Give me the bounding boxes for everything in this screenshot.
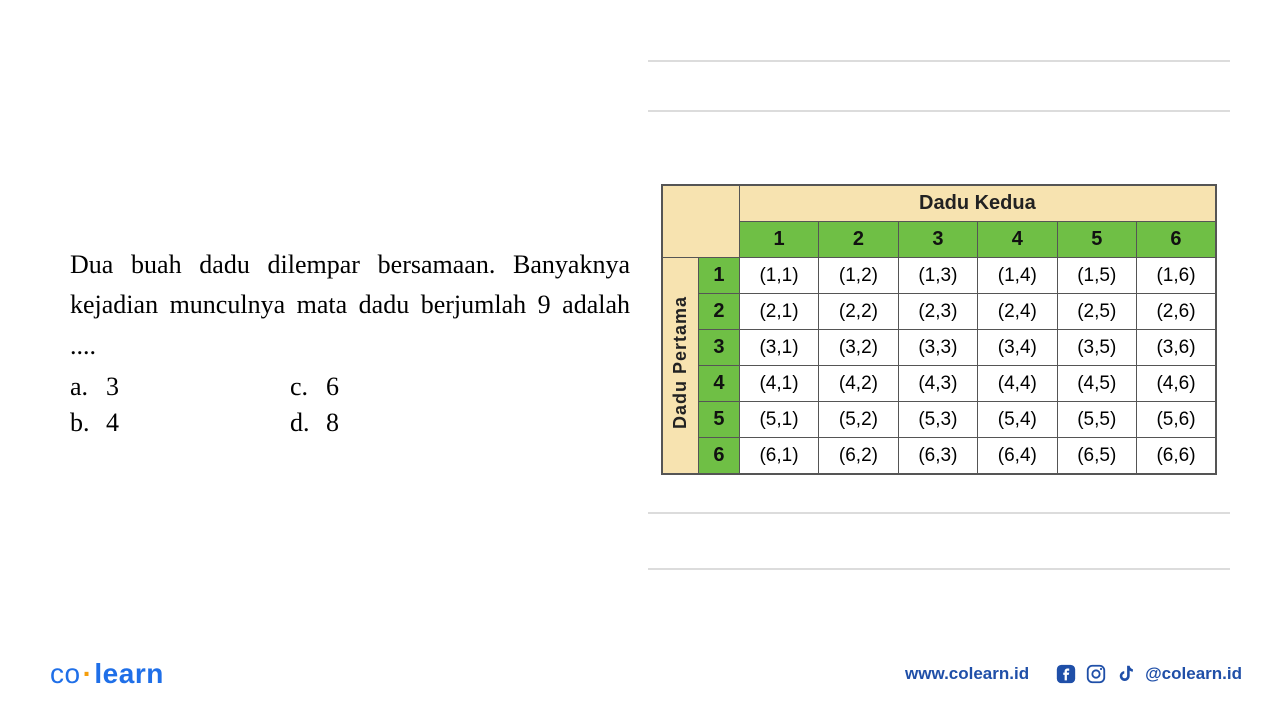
table-row: Dadu Pertama 1 (1,1) (1,2) (1,3) (1,4) (… xyxy=(662,258,1216,294)
col-header: 3 xyxy=(898,222,977,258)
table-cell: (5,5) xyxy=(1057,402,1136,438)
lower-rules xyxy=(648,512,1230,624)
row-header: 2 xyxy=(699,294,740,330)
table-title-left: Dadu Pertama xyxy=(662,258,699,475)
table-cell: (5,4) xyxy=(978,402,1057,438)
table-cell: (4,2) xyxy=(819,366,898,402)
table-cell: (3,4) xyxy=(978,330,1057,366)
table-cell: (3,3) xyxy=(898,330,977,366)
option-d[interactable]: d. 8 xyxy=(290,408,510,438)
option-value: 4 xyxy=(106,408,119,438)
table-cell: (1,5) xyxy=(1057,258,1136,294)
option-value: 6 xyxy=(326,372,339,402)
table-cell: (2,2) xyxy=(819,294,898,330)
logo-left: co xyxy=(50,658,81,689)
table-cell: (6,6) xyxy=(1136,438,1216,475)
row-header: 1 xyxy=(699,258,740,294)
dice-table: Dadu Kedua 1 2 3 4 5 6 Dadu Pertama 1 (1… xyxy=(661,184,1217,475)
table-cell: (3,1) xyxy=(739,330,818,366)
table-cell: (3,5) xyxy=(1057,330,1136,366)
logo-right: learn xyxy=(94,658,163,689)
table-cell: (4,1) xyxy=(739,366,818,402)
question-text: Dua buah dadu dilempar bersamaan. Banyak… xyxy=(70,245,630,366)
table-cell: (4,4) xyxy=(978,366,1057,402)
col-header: 4 xyxy=(978,222,1057,258)
row-header: 6 xyxy=(699,438,740,475)
social-links: @colearn.id xyxy=(1055,663,1242,685)
option-value: 8 xyxy=(326,408,339,438)
answer-options: a. 3 c. 6 b. 4 d. 8 xyxy=(70,372,630,438)
facebook-icon[interactable] xyxy=(1055,663,1077,685)
table-cell: (2,4) xyxy=(978,294,1057,330)
table-cell: (6,1) xyxy=(739,438,818,475)
instagram-icon[interactable] xyxy=(1085,663,1107,685)
table-row: 5 (5,1) (5,2) (5,3) (5,4) (5,5) (5,6) xyxy=(662,402,1216,438)
brand-logo: co·learn xyxy=(50,658,164,690)
option-b[interactable]: b. 4 xyxy=(70,408,290,438)
col-header: 5 xyxy=(1057,222,1136,258)
table-row: 3 (3,1) (3,2) (3,3) (3,4) (3,5) (3,6) xyxy=(662,330,1216,366)
table-cell: (4,6) xyxy=(1136,366,1216,402)
table-cell: (5,6) xyxy=(1136,402,1216,438)
footer: co·learn www.colearn.id @colearn.id xyxy=(50,658,1242,690)
table-cell: (5,3) xyxy=(898,402,977,438)
table-cell: (2,3) xyxy=(898,294,977,330)
option-value: 3 xyxy=(106,372,119,402)
row-header: 5 xyxy=(699,402,740,438)
col-header: 6 xyxy=(1136,222,1216,258)
tiktok-icon[interactable] xyxy=(1115,663,1137,685)
table-cell: (6,3) xyxy=(898,438,977,475)
table-cell: (3,2) xyxy=(819,330,898,366)
table-cell: (2,1) xyxy=(739,294,818,330)
table-cell: (6,4) xyxy=(978,438,1057,475)
table-cell: (3,6) xyxy=(1136,330,1216,366)
logo-dot-icon: · xyxy=(81,658,95,689)
option-letter: b. xyxy=(70,408,92,438)
table-title-top: Dadu Kedua xyxy=(739,185,1216,222)
table-cell: (1,1) xyxy=(739,258,818,294)
rule-line xyxy=(648,110,1230,112)
page: Dua buah dadu dilempar bersamaan. Banyak… xyxy=(0,0,1280,720)
table-cell: (4,3) xyxy=(898,366,977,402)
row-header: 4 xyxy=(699,366,740,402)
table-cell: (6,2) xyxy=(819,438,898,475)
option-letter: a. xyxy=(70,372,92,402)
col-header: 1 xyxy=(739,222,818,258)
table-row: 2 (2,1) (2,2) (2,3) (2,4) (2,5) (2,6) xyxy=(662,294,1216,330)
table-row: 4 (4,1) (4,2) (4,3) (4,4) (4,5) (4,6) xyxy=(662,366,1216,402)
upper-rules xyxy=(648,60,1230,180)
table-cell: (1,2) xyxy=(819,258,898,294)
table-cell: (1,4) xyxy=(978,258,1057,294)
table-cell: (5,2) xyxy=(819,402,898,438)
col-header-row: 1 2 3 4 5 6 xyxy=(662,222,1216,258)
question-panel: Dua buah dadu dilempar bersamaan. Banyak… xyxy=(70,245,630,438)
table-cell: (1,6) xyxy=(1136,258,1216,294)
website-link[interactable]: www.colearn.id xyxy=(905,664,1029,684)
rule-line xyxy=(648,60,1230,62)
table-cell: (5,1) xyxy=(739,402,818,438)
row-header: 3 xyxy=(699,330,740,366)
table-cell: (2,5) xyxy=(1057,294,1136,330)
option-c[interactable]: c. 6 xyxy=(290,372,510,402)
social-handle: @colearn.id xyxy=(1145,664,1242,684)
right-panel: Dadu Kedua 1 2 3 4 5 6 Dadu Pertama 1 (1… xyxy=(648,60,1230,475)
rule-line xyxy=(648,568,1230,570)
table-cell: (1,3) xyxy=(898,258,977,294)
footer-right: www.colearn.id @colearn.id xyxy=(905,663,1242,685)
table-corner xyxy=(662,185,739,258)
option-letter: c. xyxy=(290,372,312,402)
table-cell: (2,6) xyxy=(1136,294,1216,330)
rule-line xyxy=(648,512,1230,514)
col-header: 2 xyxy=(819,222,898,258)
option-a[interactable]: a. 3 xyxy=(70,372,290,402)
table-row: 6 (6,1) (6,2) (6,3) (6,4) (6,5) (6,6) xyxy=(662,438,1216,475)
option-letter: d. xyxy=(290,408,312,438)
table-cell: (6,5) xyxy=(1057,438,1136,475)
table-cell: (4,5) xyxy=(1057,366,1136,402)
